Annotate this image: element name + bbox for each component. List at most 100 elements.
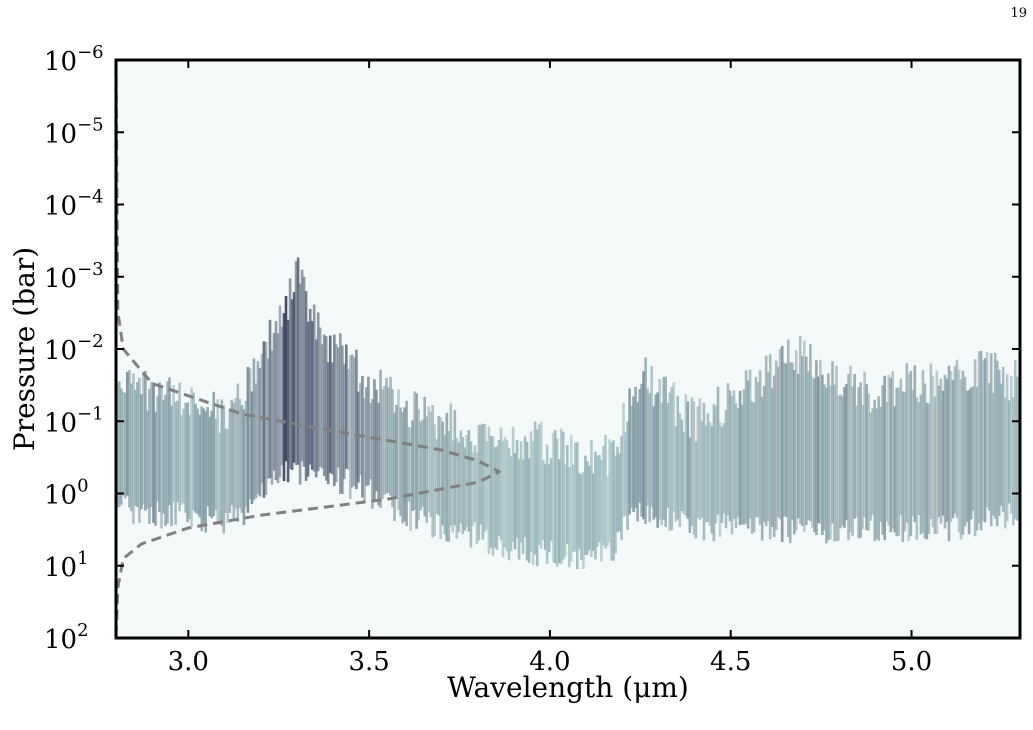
contribution-strip [1005,374,1009,521]
contribution-strip [622,402,625,517]
contribution-strip [985,352,989,508]
contribution-strip [793,369,796,535]
contribution-strip [391,389,394,508]
contribution-strip [170,405,173,526]
contribution-strip [726,383,730,516]
contribution-strip [118,381,121,507]
contribution-strip [152,382,155,523]
contribution-strip [503,436,507,548]
contribution-strip [347,369,350,470]
contribution-strip [839,394,842,529]
y-tick-label: 10−4 [44,187,104,222]
contribution-strip [369,403,372,480]
contribution-strip [756,382,760,518]
contribution-strip [154,411,157,526]
contribution-strip [859,382,862,538]
contribution-strip [222,405,226,534]
x-tick-label: 4.5 [710,647,751,677]
contribution-strip [620,436,623,540]
contribution-strip [539,421,543,549]
contribution-strip [714,405,718,524]
contribution-strip [174,401,177,525]
contribution-strip [254,383,258,499]
contribution-strip [780,346,784,542]
contribution-strip [851,386,854,537]
contribution-strip [517,459,521,560]
contribution-strip [983,358,987,523]
contribution-strip [467,430,471,532]
contribution-strip [636,402,639,522]
contribution-strip [341,345,344,494]
contribution-strip [411,420,414,511]
contribution-strip [592,473,595,551]
contribution-strip [899,378,903,516]
contribution-strip [234,398,238,509]
contribution-strip [977,351,981,524]
contribution-strip [405,400,408,526]
contribution-strip [664,376,668,527]
contribution-strip [650,366,654,508]
contribution-strip [688,437,692,533]
contribution-strip [507,447,511,561]
contribution-strip [598,454,601,543]
contribution-strip [662,376,666,520]
contribution-strip [455,438,459,539]
contribution-strip [720,426,724,524]
contribution-strip [218,432,222,522]
contribution-strip [582,472,585,569]
contribution-strip [837,395,840,541]
contribution-strip [409,427,412,531]
contribution-strip [947,365,951,542]
contribution-strip [493,447,497,548]
contribution-strip [375,389,378,492]
contribution-strip [702,402,706,541]
contribution-strip [441,421,445,526]
x-tick-label: 3.0 [168,647,209,677]
contribution-strip [421,419,425,507]
contribution-strip [357,391,360,483]
contribution-strip [379,369,382,508]
contribution-strip [415,393,418,529]
contribution-strip [690,397,694,526]
contribution-strip [610,442,613,561]
contribution-strip [1012,397,1015,526]
contribution-strip [835,365,838,542]
contribution-strip [734,403,738,529]
contribution-strip [134,390,137,506]
contribution-strip [646,388,649,506]
contribution-strip [971,386,975,511]
contribution-strip [150,381,153,508]
contribution-strip [969,387,973,520]
y-tick-label: 10−5 [44,114,104,149]
contribution-strip [198,414,202,518]
contribution-strip [270,350,274,485]
contribution-strip [981,360,985,522]
contribution-strip [200,406,204,532]
contribution-strip [244,400,248,507]
contribution-strip [795,350,798,531]
contribution-strip [475,452,479,544]
contribution-strip [895,387,899,537]
contribution-strip [120,388,123,505]
contribution-strip [545,444,549,564]
contribution-strip [469,441,473,548]
contribution-strip [628,388,631,515]
contribution-strip [463,447,467,531]
contribution-strip [453,409,457,526]
contribution-strip [304,291,308,481]
contribution-strip [491,436,495,556]
contribution-strip [829,385,832,540]
contribution-strip [700,421,704,518]
contribution-strip [537,424,541,545]
contribution-strip [955,359,959,518]
contribution-strip [825,387,828,544]
contribution-strip [168,377,171,506]
contribution-strip [570,435,573,562]
contribution-strip [509,456,513,552]
contribution-strip [553,430,557,564]
contribution-strip [562,431,565,560]
y-tick-label: 10−1 [44,403,104,438]
contribution-strip [953,366,957,514]
contribution-strip [809,344,812,522]
